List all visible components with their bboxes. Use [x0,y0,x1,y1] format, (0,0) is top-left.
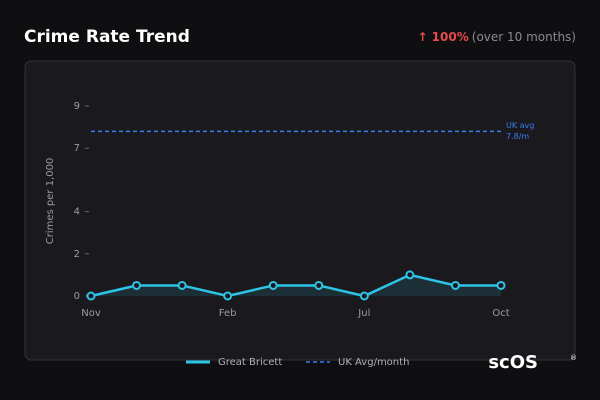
point [177,280,187,290]
x-tick-label: Jul [357,308,370,319]
point [496,280,506,290]
point [132,280,142,290]
x-tick-label: Feb [219,308,237,319]
point [223,291,233,301]
point [86,291,96,301]
y-tick-label: 9 [74,101,80,112]
line [90,273,501,298]
point [314,280,324,290]
x-tick-label: Oct [492,308,509,319]
point [405,270,415,280]
change: ↑ 100% [417,30,468,44]
y-tick-label: 4 [74,207,80,218]
change-summary: ↑ 100% (over 10 months) [417,30,576,44]
y-tick-label: 7 [74,143,80,154]
point [268,280,278,290]
y-tick-label: 2 [74,249,80,260]
period: (over 10 months) [472,30,576,44]
registered-mark: ® [570,354,577,362]
title: Crime Rate Trend [24,27,190,47]
point [450,280,460,290]
legend-label: UK Avg/month [338,357,409,368]
reference-value-label: 7.8/m [506,132,529,141]
y-axis-label: Crimes per 1,000 [45,158,56,245]
y-tick-label: 0 [74,291,80,302]
brand: scOS [488,352,538,373]
x-tick-label: Nov [81,308,101,319]
legend-label: Great Bricett [218,357,282,368]
reference-label: UK avg [506,121,534,130]
point [359,291,369,301]
